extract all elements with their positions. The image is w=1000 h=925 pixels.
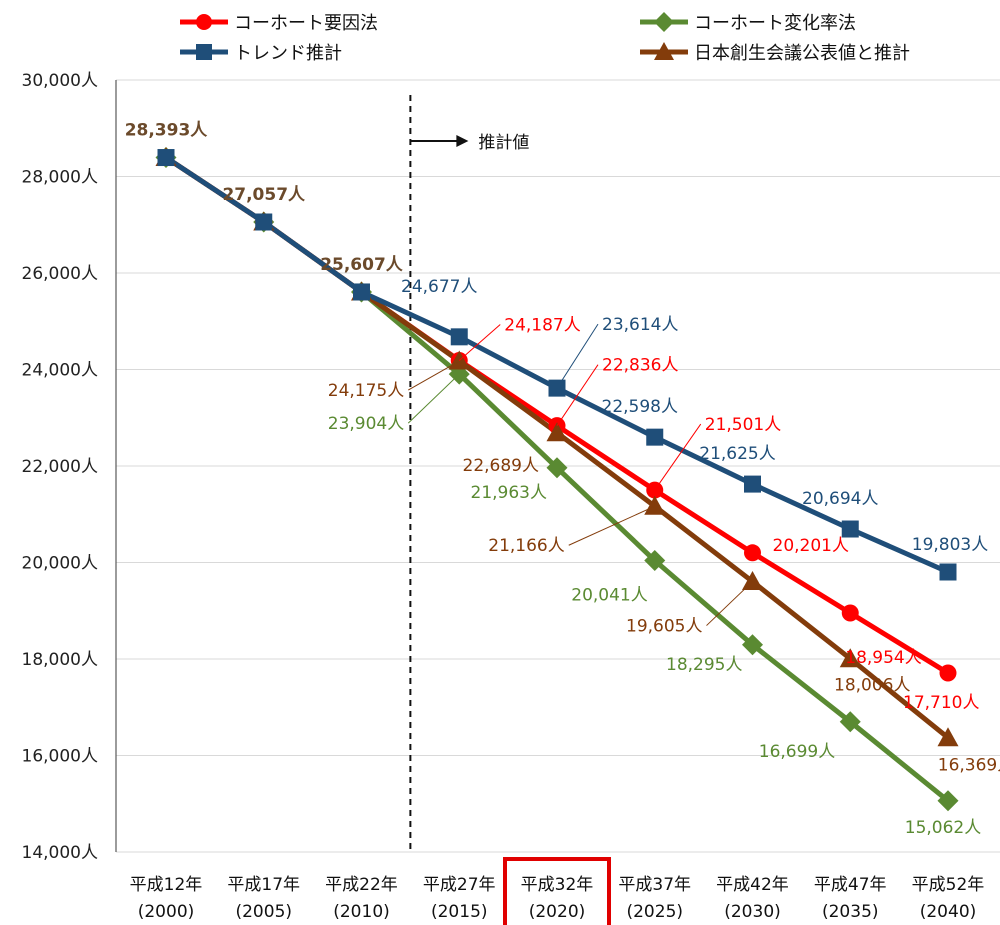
x-tick-year: (2020) <box>529 902 586 922</box>
legend-label: トレンド推計 <box>234 43 342 64</box>
data-label: 21,501人 <box>705 415 781 435</box>
data-point <box>157 149 175 167</box>
estimate-label: 推計値 <box>478 133 529 153</box>
data-point <box>839 711 861 733</box>
data-point <box>646 428 664 446</box>
x-tick-label: 平成47年 <box>814 875 887 895</box>
legend-label: 日本創生会議公表値と推計 <box>694 43 910 64</box>
data-label: 24,175人 <box>328 381 404 401</box>
leader-line <box>568 505 655 546</box>
historical-data-label: 25,607人 <box>320 255 404 275</box>
x-tick-year: (2030) <box>724 902 781 922</box>
data-point <box>744 544 761 562</box>
data-point <box>546 457 568 479</box>
data-label: 21,166人 <box>488 536 564 556</box>
x-tick-label: 平成22年 <box>325 875 398 895</box>
x-tick-year: (2010) <box>333 902 390 922</box>
data-point <box>744 475 761 493</box>
legend-label: コーホート要因法 <box>234 13 378 34</box>
x-tick-label: 平成37年 <box>618 875 691 895</box>
leader-line <box>556 364 599 426</box>
y-tick-label: 24,000人 <box>22 361 98 381</box>
data-label: 15,062人 <box>905 818 981 838</box>
data-point <box>841 604 859 622</box>
data-point <box>937 727 959 747</box>
y-tick-label: 26,000人 <box>22 264 98 284</box>
leader-line <box>654 423 702 491</box>
data-label: 18,295人 <box>666 655 742 675</box>
y-tick-label: 28,000人 <box>22 168 98 188</box>
leader-line <box>458 324 501 361</box>
x-tick-label: 平成52年 <box>912 875 985 895</box>
data-point <box>939 664 957 682</box>
x-tick-label: 平成12年 <box>130 875 203 895</box>
data-point <box>353 283 370 301</box>
data-label: 22,689人 <box>463 456 539 476</box>
data-point <box>196 44 212 60</box>
data-label: 21,963人 <box>471 483 547 503</box>
leader-line <box>408 360 460 391</box>
x-tick-label: 平成17年 <box>227 875 300 895</box>
data-point <box>939 563 957 581</box>
data-point <box>742 634 763 656</box>
x-tick-year: (2000) <box>138 902 195 922</box>
y-tick-label: 22,000人 <box>22 457 98 477</box>
historical-data-label: 27,057人 <box>222 185 306 205</box>
data-point <box>196 14 212 30</box>
data-point <box>255 213 273 231</box>
series-line <box>164 155 950 575</box>
data-label: 19,803人 <box>912 535 988 555</box>
data-label: 23,614人 <box>602 315 678 335</box>
leader-line <box>556 323 599 389</box>
data-label: 19,605人 <box>626 617 702 637</box>
historical-data-label: 28,393人 <box>125 121 209 141</box>
data-label: 18,006人 <box>834 676 910 696</box>
data-point <box>742 571 763 591</box>
data-point <box>654 12 674 32</box>
x-tick-year: (2005) <box>235 902 292 922</box>
data-label: 16,369人 <box>938 756 1000 776</box>
data-label: 20,694人 <box>802 489 878 509</box>
data-label: 24,677人 <box>401 277 477 297</box>
x-tick-year: (2025) <box>626 902 683 922</box>
highlight-box <box>503 857 611 925</box>
data-label: 20,201人 <box>773 536 849 556</box>
data-label: 16,699人 <box>759 742 835 762</box>
data-point <box>644 495 666 515</box>
x-tick-label: 平成42年 <box>716 875 789 895</box>
y-tick-label: 30,000人 <box>22 71 98 91</box>
x-tick-label: 平成32年 <box>521 875 594 895</box>
data-point <box>937 790 959 812</box>
data-point <box>654 42 674 60</box>
y-tick-label: 18,000人 <box>22 650 98 670</box>
data-label: 24,187人 <box>504 315 580 335</box>
data-label: 18,954人 <box>845 648 921 668</box>
data-label: 22,836人 <box>602 356 678 376</box>
data-label: 20,041人 <box>571 586 647 606</box>
data-point <box>841 520 859 538</box>
y-tick-label: 16,000人 <box>22 747 98 767</box>
data-label: 23,904人 <box>328 414 404 434</box>
series-line <box>164 155 950 740</box>
legend-label: コーホート変化率法 <box>694 13 856 34</box>
data-point <box>644 550 666 572</box>
data-point <box>450 328 468 346</box>
x-tick-year: (2040) <box>920 902 977 922</box>
data-label: 22,598人 <box>602 397 678 417</box>
estimate-arrowhead <box>456 135 469 147</box>
y-tick-label: 20,000人 <box>22 554 98 574</box>
x-tick-year: (2035) <box>822 902 879 922</box>
data-point <box>839 648 861 668</box>
series-line <box>164 155 950 803</box>
y-tick-label: 14,000人 <box>22 843 98 863</box>
x-tick-label: 平成27年 <box>423 875 496 895</box>
data-label: 21,625人 <box>699 444 775 464</box>
data-label: 17,710人 <box>903 693 979 713</box>
leader-line <box>407 373 460 424</box>
leader-line <box>706 581 753 626</box>
x-tick-year: (2015) <box>431 902 488 922</box>
data-point <box>546 422 568 442</box>
